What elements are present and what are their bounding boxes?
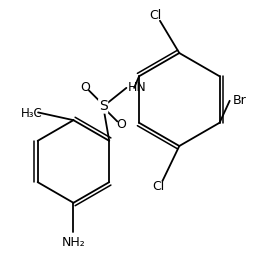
Text: O: O: [80, 81, 90, 94]
Text: S: S: [99, 99, 108, 113]
Text: Cl: Cl: [150, 9, 162, 22]
Text: O: O: [116, 117, 126, 130]
Text: H₃C: H₃C: [21, 107, 43, 120]
Text: NH₂: NH₂: [62, 236, 85, 249]
Text: Br: Br: [232, 94, 246, 107]
Text: HN: HN: [128, 81, 147, 94]
Text: Cl: Cl: [152, 180, 164, 193]
